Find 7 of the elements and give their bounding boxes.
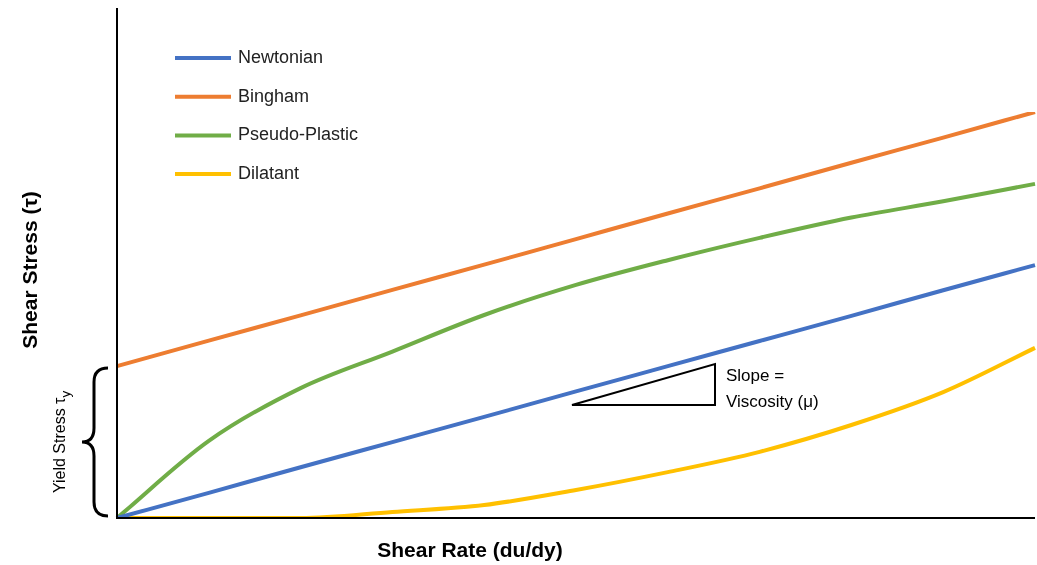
annotation: Slope = Viscosity (μ) — [726, 365, 820, 413]
legend-label: Newtonian — [238, 46, 324, 67]
legend-label: Dilatant — [238, 163, 300, 184]
legend-label: Bingham — [238, 85, 310, 106]
y-axis-title: Shear Stress (τ) — [18, 191, 42, 349]
x-axis-title: Shear Rate (du/dy) — [377, 538, 563, 562]
legend-label: Pseudo-Plastic — [238, 124, 359, 145]
